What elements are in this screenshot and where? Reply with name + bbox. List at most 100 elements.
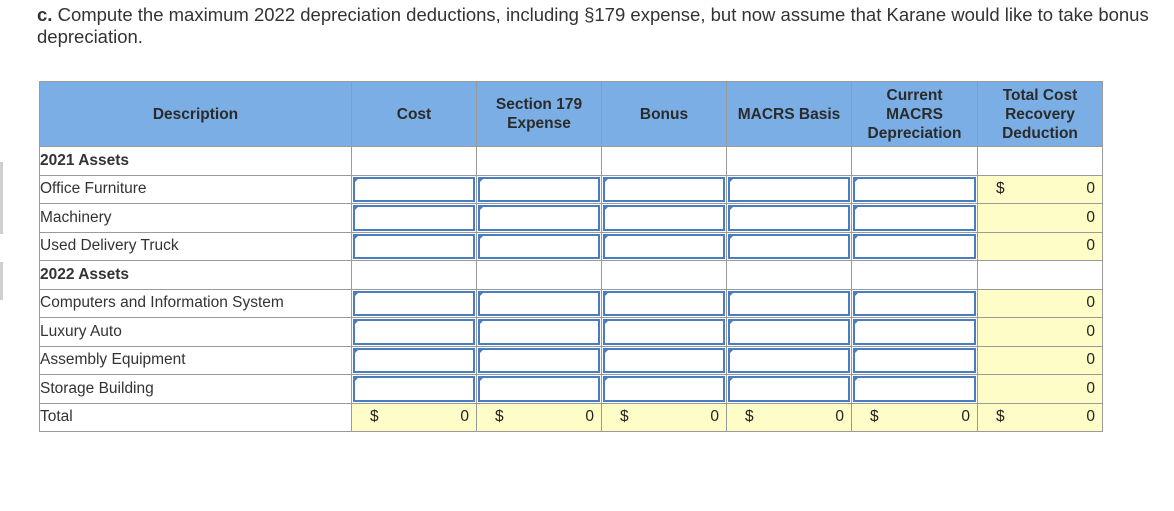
left-edge-bar <box>0 262 3 300</box>
total-cost-value: 0 <box>460 408 469 426</box>
bonus-input[interactable] <box>603 290 725 316</box>
cost-input[interactable] <box>353 176 475 202</box>
currency-symbol: $ <box>370 408 379 426</box>
total-macrs-basis-cell: $ 0 <box>726 402 852 432</box>
table-row: Assembly Equipment 0 <box>39 345 1103 375</box>
macrs-basis-input[interactable] <box>728 205 850 231</box>
macrs-basis-input[interactable] <box>728 347 850 373</box>
section179-input[interactable] <box>478 205 600 231</box>
total-cost-recovery-value: 0 <box>1086 408 1095 426</box>
currency-symbol: $ <box>620 408 629 426</box>
header-bonus: Bonus <box>601 81 727 147</box>
total-cost-recovery-cell: 0 <box>977 345 1103 375</box>
section179-input[interactable] <box>478 347 600 373</box>
currency-symbol: $ <box>870 408 879 426</box>
header-current-macrs: Current MACRS Depreciation <box>851 81 978 147</box>
macrs-basis-input[interactable] <box>728 290 850 316</box>
total-label: Total <box>39 402 352 432</box>
current-macrs-input[interactable] <box>853 376 976 402</box>
macrs-basis-input[interactable] <box>728 176 850 202</box>
total-section179-value: 0 <box>585 408 594 426</box>
header-section179: Section 179 Expense <box>476 81 602 147</box>
row-description: Office Furniture <box>39 174 352 204</box>
cost-input[interactable] <box>353 319 475 345</box>
row-description: Used Delivery Truck <box>39 231 352 261</box>
question-body: Compute the maximum 2022 depreciation de… <box>37 4 1149 47</box>
total-cost-recovery-total-cell: $ 0 <box>977 402 1103 432</box>
currency-symbol: $ <box>996 180 1005 198</box>
total-row: Total $ 0 $ 0 $ 0 $ 0 $ 0 $ <box>39 402 1103 432</box>
cost-input[interactable] <box>353 347 475 373</box>
total-current-macrs-value: 0 <box>961 408 970 426</box>
question-text: c. Compute the maximum 2022 depreciation… <box>37 4 1167 48</box>
current-macrs-input[interactable] <box>853 290 976 316</box>
left-edge-bar <box>0 162 3 234</box>
macrs-basis-input[interactable] <box>728 319 850 345</box>
header-cost: Cost <box>351 81 477 147</box>
currency-symbol: $ <box>495 408 504 426</box>
table-row: Luxury Auto 0 <box>39 317 1103 347</box>
total-macrs-basis-value: 0 <box>835 408 844 426</box>
table-row: Office Furniture $ 0 <box>39 174 1103 204</box>
section179-input[interactable] <box>478 290 600 316</box>
bonus-input[interactable] <box>603 319 725 345</box>
section-row-2022: 2022 Assets <box>39 260 1103 290</box>
current-macrs-input[interactable] <box>853 205 976 231</box>
bonus-input[interactable] <box>603 205 725 231</box>
total-bonus-value: 0 <box>710 408 719 426</box>
row-description: Computers and Information System <box>39 288 352 318</box>
total-cost-recovery-cell: 0 <box>977 203 1103 233</box>
total-value: 0 <box>1086 379 1095 397</box>
header-macrs-basis: MACRS Basis <box>726 81 852 147</box>
bonus-input[interactable] <box>603 233 725 259</box>
total-value: 0 <box>1086 208 1095 226</box>
macrs-basis-input[interactable] <box>728 233 850 259</box>
table-row: Computers and Information System 0 <box>39 288 1103 318</box>
total-cost-recovery-cell: 0 <box>977 317 1103 347</box>
cost-input[interactable] <box>353 290 475 316</box>
table-row: Machinery 0 <box>39 203 1103 233</box>
currency-symbol: $ <box>996 408 1005 426</box>
section179-input[interactable] <box>478 233 600 259</box>
bonus-input[interactable] <box>603 176 725 202</box>
cost-input[interactable] <box>353 233 475 259</box>
total-value: 0 <box>1086 180 1095 198</box>
total-value: 0 <box>1086 294 1095 312</box>
total-current-macrs-cell: $ 0 <box>851 402 978 432</box>
macrs-basis-input[interactable] <box>728 376 850 402</box>
total-value: 0 <box>1086 351 1095 369</box>
section179-input[interactable] <box>478 319 600 345</box>
table-row: Storage Building 0 <box>39 374 1103 404</box>
cost-input[interactable] <box>353 376 475 402</box>
current-macrs-input[interactable] <box>853 319 976 345</box>
header-row: Description Cost Section 179 Expense Bon… <box>39 81 1103 147</box>
row-description: Luxury Auto <box>39 317 352 347</box>
section-label-2022: 2022 Assets <box>39 260 352 290</box>
total-value: 0 <box>1086 322 1095 340</box>
total-bonus-cell: $ 0 <box>601 402 727 432</box>
cost-input[interactable] <box>353 205 475 231</box>
currency-symbol: $ <box>745 408 754 426</box>
bonus-input[interactable] <box>603 376 725 402</box>
header-total-cost-recovery: Total Cost Recovery Deduction <box>977 81 1103 147</box>
row-description: Machinery <box>39 203 352 233</box>
section179-input[interactable] <box>478 376 600 402</box>
total-value: 0 <box>1086 237 1095 255</box>
depreciation-table: Description Cost Section 179 Expense Bon… <box>39 81 1103 432</box>
total-cost-recovery-cell: 0 <box>977 288 1103 318</box>
total-cost-cell: $ 0 <box>351 402 477 432</box>
current-macrs-input[interactable] <box>853 233 976 259</box>
part-label: c. <box>37 4 53 25</box>
total-cost-recovery-cell: 0 <box>977 374 1103 404</box>
current-macrs-input[interactable] <box>853 347 976 373</box>
total-cost-recovery-cell: 0 <box>977 231 1103 261</box>
total-section179-cell: $ 0 <box>476 402 602 432</box>
total-cost-recovery-cell: $ 0 <box>977 174 1103 204</box>
row-description: Storage Building <box>39 374 352 404</box>
bonus-input[interactable] <box>603 347 725 373</box>
row-description: Assembly Equipment <box>39 345 352 375</box>
section179-input[interactable] <box>478 176 600 202</box>
current-macrs-input[interactable] <box>853 176 976 202</box>
header-description: Description <box>39 81 352 147</box>
table-row: Used Delivery Truck 0 <box>39 231 1103 261</box>
